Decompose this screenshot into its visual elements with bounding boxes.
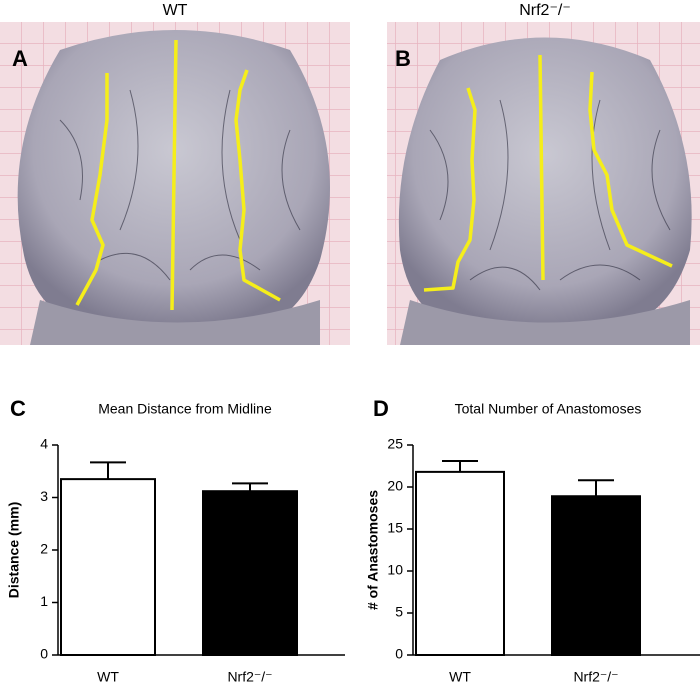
x-tick-label: Nrf2⁻/⁻ — [573, 669, 618, 685]
y-tick-label: 2 — [40, 541, 48, 557]
chart-title: Mean Distance from Midline — [98, 401, 272, 417]
y-tick-label: 1 — [40, 593, 48, 609]
panel-label: B — [395, 46, 411, 71]
panel-label: C — [10, 396, 26, 421]
y-axis-label: Distance (mm) — [6, 502, 22, 598]
panel-label: D — [373, 396, 389, 421]
y-tick-label: 25 — [387, 436, 403, 452]
chart-title: Total Number of Anastomoses — [455, 401, 642, 417]
photo-title: Nrf2⁻/⁻ — [519, 2, 571, 19]
error-bar — [578, 479, 614, 497]
bar — [415, 470, 505, 656]
y-tick-label: 3 — [40, 488, 48, 504]
bar — [60, 478, 156, 656]
y-axis-label: # of Anastomoses — [365, 490, 381, 610]
panel-label: A — [12, 46, 28, 71]
photo-a — [0, 22, 350, 345]
error-bar — [90, 461, 126, 480]
y-tick-label: 4 — [40, 436, 48, 452]
y-tick-label: 15 — [387, 520, 403, 536]
x-tick-label: Nrf2⁻/⁻ — [227, 669, 272, 685]
y-tick-label: 5 — [395, 604, 403, 620]
y-tick-label: 20 — [387, 478, 403, 494]
error-bar — [232, 482, 268, 492]
bar — [202, 490, 298, 657]
x-tick-label: WT — [449, 669, 471, 685]
x-tick-label: WT — [97, 669, 119, 685]
y-tick-label: 0 — [395, 646, 403, 662]
bar — [551, 495, 641, 656]
y-tick-label: 0 — [40, 646, 48, 662]
photo-b — [387, 22, 700, 345]
error-bar — [442, 459, 478, 472]
y-tick-label: 10 — [387, 562, 403, 578]
photo-title: WT — [163, 2, 188, 19]
